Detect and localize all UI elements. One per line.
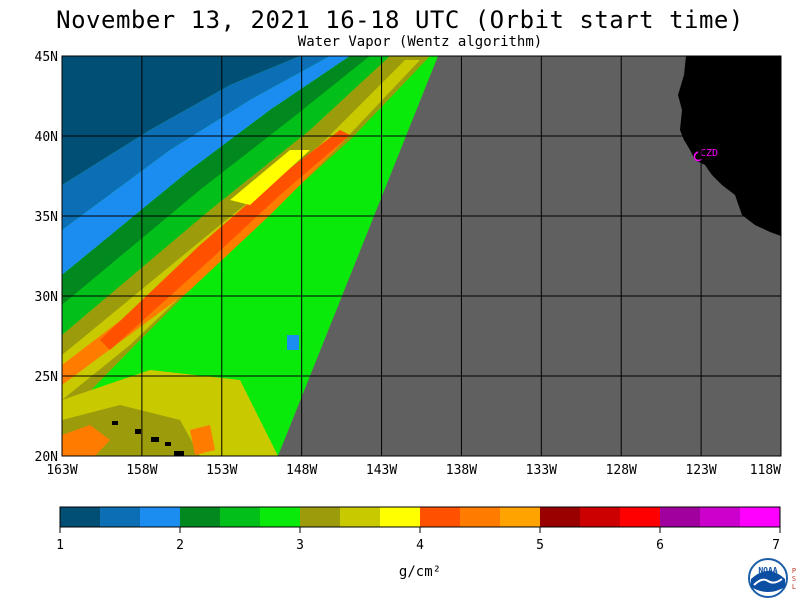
satellite-swath	[62, 56, 438, 456]
colorbar-tick-label: 7	[772, 538, 780, 553]
noaa-logo: NOAA P S L	[748, 558, 796, 598]
colorbar-tick-label: 3	[296, 538, 304, 553]
colorbar-tick-label: 2	[176, 538, 184, 553]
colorbar-swatch	[580, 507, 621, 527]
longitude-label: 118W	[750, 463, 781, 478]
colorbar-swatch	[620, 507, 661, 527]
latitude-label: 25N	[35, 370, 58, 385]
latitude-label: 40N	[35, 130, 58, 145]
latitude-label: 45N	[35, 50, 58, 65]
colorbar-swatch	[660, 507, 701, 527]
latitude-label: 35N	[35, 210, 58, 225]
latitude-labels: 45N 40N 35N 30N 25N 20N	[35, 50, 58, 465]
colorbar-swatch	[420, 507, 461, 527]
colorbar-swatch	[180, 507, 221, 527]
logo-side-text: P	[792, 567, 796, 575]
hawaii-islands	[112, 421, 184, 456]
colorbar-swatch	[140, 507, 181, 527]
page-title: November 13, 2021 16-18 UTC (Orbit start…	[56, 6, 744, 34]
longitude-label: 133W	[526, 463, 557, 478]
colorbar-unit: g/cm²	[399, 564, 441, 580]
land-north-america	[678, 56, 781, 236]
longitude-label: 138W	[446, 463, 477, 478]
logo-text: NOAA	[758, 566, 777, 575]
station-marker-czd: CZD	[693, 148, 718, 162]
colorbar-swatch	[260, 507, 301, 527]
colorbar	[59, 506, 781, 528]
longitude-label: 123W	[685, 463, 716, 478]
colorbar-tick-label: 4	[416, 538, 424, 553]
map-frame	[61, 55, 782, 457]
colorbar-swatch	[300, 507, 341, 527]
colorbar-swatch	[60, 507, 101, 527]
logo-side-text: L	[792, 583, 796, 591]
colorbar-swatch	[100, 507, 141, 527]
colorbar-swatch	[460, 507, 501, 527]
page-subtitle: Water Vapor (Wentz algorithm)	[297, 34, 543, 50]
map-area: CZD	[62, 56, 781, 456]
colorbar-swatch	[340, 507, 381, 527]
colorbar-swatch	[220, 507, 261, 527]
longitude-label: 163W	[46, 463, 77, 478]
colorbar-ticks: 1 2 3 4 5 6 7	[56, 527, 781, 553]
colorbar-swatch	[500, 507, 541, 527]
colorbar-swatch	[540, 507, 581, 527]
longitude-labels: 163W 158W 153W 148W 143W 138W 133W 128W 123W 118W	[46, 463, 781, 478]
graticule	[62, 56, 781, 456]
station-label: CZD	[700, 148, 718, 159]
longitude-label: 128W	[606, 463, 637, 478]
logo-side-text: S	[792, 575, 796, 583]
colorbar-swatch	[380, 507, 421, 527]
longitude-label: 148W	[286, 463, 317, 478]
latitude-label: 30N	[35, 290, 58, 305]
longitude-label: 153W	[206, 463, 237, 478]
longitude-label: 143W	[366, 463, 397, 478]
colorbar-tick-label: 1	[56, 538, 64, 553]
longitude-label: 158W	[126, 463, 157, 478]
colorbar-tick-label: 5	[536, 538, 544, 553]
colorbar-swatch	[740, 507, 781, 527]
latitude-label: 20N	[35, 450, 58, 465]
colorbar-tick-label: 6	[656, 538, 664, 553]
colorbar-swatch	[700, 507, 741, 527]
